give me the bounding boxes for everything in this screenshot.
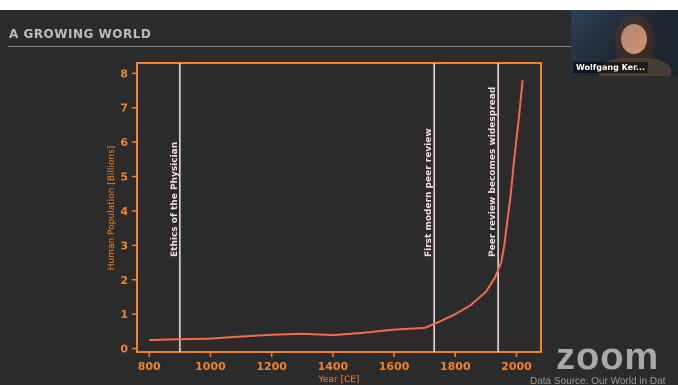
- y-tick-label: 7: [120, 102, 128, 115]
- x-tick-label: 1000: [195, 360, 226, 373]
- y-tick-label: 6: [120, 136, 128, 149]
- participant-video-tile[interactable]: Wolfgang Ker...: [571, 10, 678, 76]
- population-chart: Ethics of the Physician First modern peer…: [107, 62, 542, 385]
- x-tick-label: 1200: [256, 360, 287, 373]
- zoom-logo: zoom: [556, 336, 660, 378]
- y-tick-label: 1: [120, 308, 128, 321]
- y-tick-label: 3: [120, 239, 128, 252]
- y-axis-label: Human Population [Billions]: [107, 146, 117, 271]
- y-tick-label: 8: [120, 67, 128, 80]
- x-tick-label: 1400: [318, 360, 349, 373]
- y-tick-label: 2: [120, 274, 128, 287]
- x-axis-label: Year [CE]: [318, 375, 360, 385]
- annotation-label: Peer review becomes widespread: [488, 87, 498, 257]
- title-divider: [8, 46, 598, 47]
- population-line: [149, 80, 524, 341]
- x-tick-label: 1600: [379, 360, 410, 373]
- participant-name-label: Wolfgang Ker...: [573, 62, 648, 73]
- x-tick-label: 2000: [501, 360, 532, 373]
- data-source-note: Data Source: Our World in Dat: [530, 376, 666, 385]
- presentation-frame: A GROWING WORLD Ethics of the Physician F…: [0, 10, 678, 385]
- y-tick-label: 5: [120, 171, 128, 184]
- plot-area-frame: [136, 62, 542, 353]
- annotation-label: First modern peer review: [424, 128, 434, 257]
- x-tick-label: 800: [138, 360, 161, 373]
- y-tick-label: 0: [120, 343, 128, 356]
- y-tick-label: 4: [120, 205, 128, 218]
- slide-title: A GROWING WORLD: [9, 27, 152, 41]
- x-tick-label: 1800: [440, 360, 471, 373]
- annotation-label: Ethics of the Physician: [170, 142, 180, 257]
